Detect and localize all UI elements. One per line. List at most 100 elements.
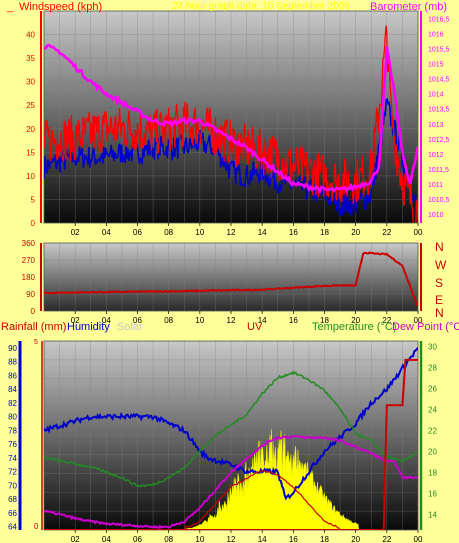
x-tick-label: 04 — [102, 316, 111, 325]
direction-tick-label: 360 — [22, 239, 36, 248]
barometer-tick-label: 1012 — [428, 152, 444, 159]
wind-avg-line — [44, 97, 418, 217]
wind-baro-series — [44, 25, 418, 223]
chart-title: 24 hour graph data: 10 September 2006 — [172, 1, 350, 12]
temperature-tick-label: 20 — [428, 447, 437, 456]
temp-humidity-panel: 02 04 06 08 10 12 14 16 18 20 22 00 64 66 68 70 72 74 76 7… — [8, 339, 437, 543]
x-tick-label: 16 — [289, 316, 298, 325]
wind-tick-label: 5 — [31, 195, 36, 204]
dewpoint-line — [44, 434, 418, 529]
x-tick-label: 20 — [351, 228, 360, 237]
temp-humidity-series — [44, 347, 418, 530]
barometer-tick-label: 1016 — [428, 32, 444, 39]
wind-tick-label: 10 — [26, 172, 35, 181]
x-tick-label: 18 — [320, 228, 329, 237]
barometer-tick-label: 1013,5 — [428, 107, 450, 114]
humidity-tick-label: 86 — [8, 371, 17, 380]
temperature-line — [44, 370, 418, 488]
barometer-tick-label: 1011,5 — [428, 167, 449, 174]
x-tick-label: 18 — [320, 316, 329, 325]
wind-tick-label: 0 — [31, 219, 36, 228]
x-tick-label: 10 — [195, 535, 204, 543]
winddir-panel: 02 04 06 08 10 12 14 16 18 20 22 00 0 90 180 270 360 — [22, 239, 423, 325]
rain-tick-label: 0 — [34, 522, 39, 531]
humidity-tick-label: 90 — [8, 344, 17, 353]
x-tick-label: 12 — [227, 228, 236, 237]
wind-tick-label: 15 — [26, 148, 35, 157]
temperature-tick-label: 14 — [428, 510, 437, 519]
x-axis-ticks: 02 04 06 08 10 12 14 16 18 20 22 00 — [71, 530, 423, 543]
barometer-tick-label: 1015 — [428, 62, 444, 69]
barometer-line — [44, 43, 418, 195]
x-tick-label: 00 — [414, 228, 423, 237]
direction-tick-label: 270 — [22, 256, 36, 265]
humidity-tick-label: 74 — [8, 454, 17, 463]
x-tick-label: 20 — [351, 316, 360, 325]
wind-legend-marker: _ — [6, 1, 14, 13]
x-tick-label: 04 — [102, 535, 111, 543]
humidity-tick-label: 66 — [8, 509, 17, 518]
x-tick-label: 06 — [133, 535, 142, 543]
wind-gust-line — [44, 25, 418, 223]
wind-label: Windspeed (kph) — [19, 1, 102, 13]
wind-tick-label: 40 — [26, 31, 35, 40]
dir-label-w: W — [435, 258, 447, 272]
uv-line — [183, 469, 341, 530]
rainfall-label: Rainfall (mm) — [1, 321, 66, 333]
barometer-tick-label: 1012,5 — [428, 137, 450, 144]
direction-tick-label: 90 — [26, 290, 35, 299]
humidity-label: Humidity — [67, 321, 110, 333]
x-tick-label: 22 — [382, 316, 391, 325]
humidity-tick-label: 72 — [8, 468, 17, 477]
x-tick-label: 04 — [102, 228, 111, 237]
solar-area — [173, 428, 360, 530]
barometer-tick-label: 1011 — [428, 182, 443, 189]
x-tick-label: 08 — [164, 228, 173, 237]
x-tick-label: 02 — [71, 228, 80, 237]
barometer-axis-ticks: 1010 1010,5 1011 1011,5 1012 1012,5 1013 1013,5… — [420, 11, 450, 223]
wind-tick-label: 20 — [26, 125, 35, 134]
x-tick-label: 14 — [258, 316, 267, 325]
barometer-tick-label: 1016,5 — [428, 17, 450, 24]
wind-tick-label: 25 — [26, 101, 35, 110]
x-tick-label: 10 — [195, 228, 204, 237]
x-tick-label: 06 — [133, 228, 142, 237]
humidity-tick-label: 64 — [8, 523, 17, 532]
barometer-tick-label: 1013 — [428, 122, 444, 129]
x-tick-label: 20 — [351, 535, 360, 543]
x-tick-label: 22 — [382, 535, 391, 543]
temperature-tick-label: 22 — [428, 426, 437, 435]
x-tick-label: 12 — [227, 535, 236, 543]
humidity-tick-label: 84 — [8, 385, 17, 394]
x-tick-label: 00 — [414, 316, 423, 325]
barometer-label: Barometer (mb) — [370, 1, 447, 13]
wind-tick-label: 35 — [26, 54, 35, 63]
barometer-tick-label: 1010 — [428, 212, 444, 219]
x-tick-label: 08 — [164, 535, 173, 543]
barometer-tick-label: 1014,5 — [428, 77, 450, 84]
barometer-tick-label: 1014 — [428, 92, 444, 99]
x-tick-label: 02 — [71, 535, 80, 543]
temperature-tick-label: 18 — [428, 468, 437, 477]
winddir-series — [44, 251, 418, 308]
wind-axis-ticks: 0 5 10 15 20 25 30 35 40 — [26, 11, 42, 228]
wind-tick-label: 30 — [26, 78, 35, 87]
temperature-axis-ticks: 14 16 18 20 22 24 26 28 30 — [419, 341, 437, 530]
x-tick-label: 14 — [258, 535, 267, 543]
direction-tick-label: 0 — [31, 307, 36, 316]
humidity-tick-label: 78 — [8, 426, 17, 435]
humidity-tick-label: 80 — [8, 413, 17, 422]
x-tick-label: 02 — [71, 316, 80, 325]
x-tick-label: 18 — [320, 535, 329, 543]
rain-axis-ticks: 05 — [34, 339, 43, 531]
humidity-tick-label: 68 — [8, 495, 17, 504]
temperature-tick-label: 28 — [428, 363, 437, 372]
direction-tick-label: 180 — [22, 273, 36, 282]
x-tick-label: 14 — [258, 228, 267, 237]
rain-tick-label: 5 — [34, 339, 38, 346]
x-tick-label: 00 — [414, 535, 423, 543]
uv-label: UV — [247, 321, 263, 333]
temperature-tick-label: 26 — [428, 384, 437, 393]
dir-label-e: E — [435, 293, 443, 307]
